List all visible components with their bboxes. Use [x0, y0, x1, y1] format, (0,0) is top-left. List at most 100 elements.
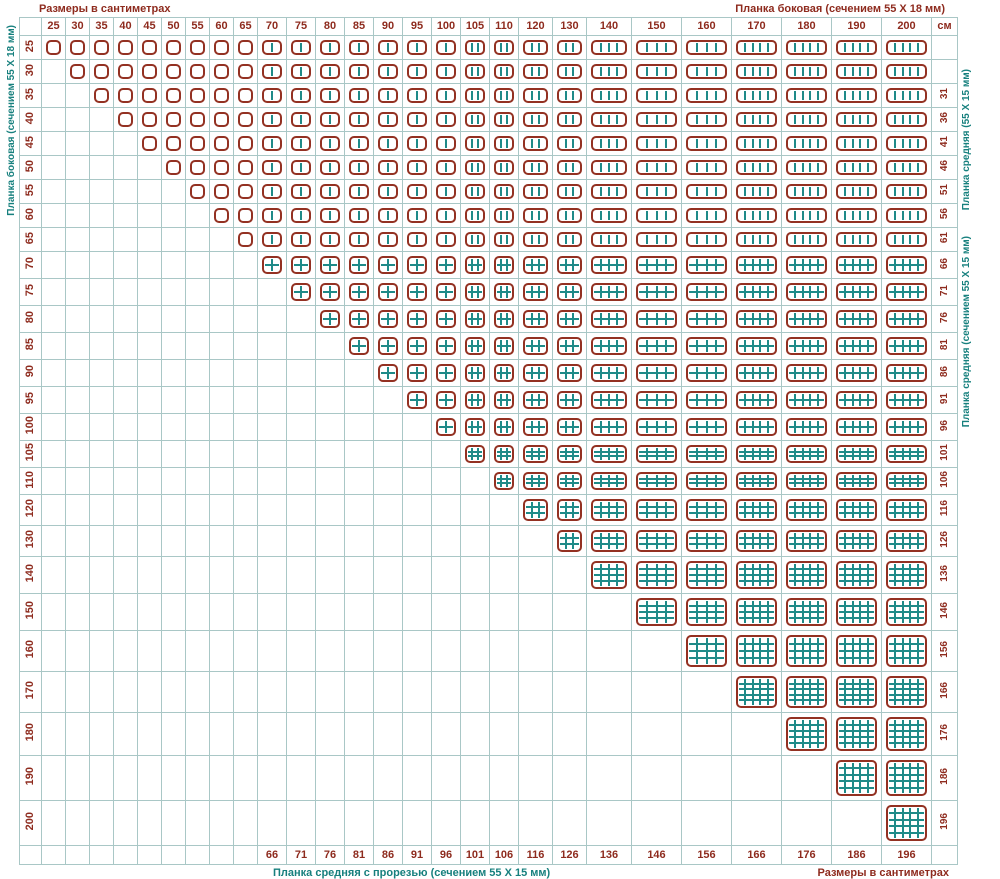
- middle-plank-horizontal-line: [889, 812, 924, 815]
- size-cell: [831, 800, 882, 846]
- middle-plank-vertical-line: [714, 502, 717, 518]
- size-cell: [373, 630, 403, 672]
- size-cell: [286, 712, 316, 756]
- size-cell: [65, 630, 90, 672]
- middle-plank-vertical-line: [600, 448, 602, 460]
- middle-plank-vertical-line: [859, 163, 862, 172]
- lattice-icon: [686, 64, 727, 79]
- middle-plank-vertical-line: [300, 211, 302, 220]
- size-cell: [233, 59, 258, 84]
- size-cell: [781, 131, 832, 156]
- size-cell: [344, 494, 374, 526]
- middle-plank-horizontal-line: [739, 264, 774, 266]
- size-cell: [518, 525, 553, 557]
- middle-plank-vertical-line: [476, 448, 479, 460]
- size-cell: [315, 35, 345, 60]
- middle-plank-vertical-line: [809, 91, 812, 100]
- lattice-icon: [407, 310, 427, 328]
- lattice-icon: [214, 184, 229, 199]
- lattice-icon: [291, 112, 311, 127]
- size-cell: [431, 278, 461, 306]
- lattice-icon: [836, 40, 877, 55]
- middle-plank-vertical-line: [794, 91, 797, 100]
- middle-plank-vertical-line: [909, 720, 912, 748]
- size-cell: [257, 83, 287, 108]
- size-cell: [315, 755, 345, 801]
- middle-plank-vertical-line: [530, 91, 533, 100]
- size-cell: [881, 359, 932, 387]
- size-cell: [161, 556, 186, 594]
- middle-plank-vertical-line: [600, 163, 602, 172]
- column-header: 80: [315, 17, 345, 36]
- size-cell: [344, 155, 374, 180]
- middle-plank-vertical-line: [901, 235, 904, 244]
- middle-plank-vertical-line: [600, 235, 602, 244]
- size-cell: [233, 131, 258, 156]
- size-cell: [881, 155, 932, 180]
- middle-plank-vertical-line: [705, 448, 708, 460]
- right-length-cell: 146: [931, 593, 958, 631]
- size-cell: [209, 755, 234, 801]
- middle-plank-horizontal-line: [889, 568, 924, 570]
- middle-plank-vertical-line: [909, 763, 912, 793]
- middle-plank-horizontal-line: [739, 643, 774, 645]
- size-cell: [681, 712, 732, 756]
- row-header: 45: [19, 131, 42, 156]
- lattice-icon: [94, 64, 109, 79]
- lattice-icon: [494, 445, 514, 463]
- right-length-number: 51: [938, 184, 950, 196]
- middle-plank-vertical-line: [271, 163, 273, 172]
- size-cell: [185, 467, 210, 495]
- middle-plank-vertical-line: [471, 67, 474, 76]
- size-cell: [233, 413, 258, 441]
- size-cell: [489, 386, 519, 414]
- size-cell: [209, 305, 234, 333]
- row-header-number: 100: [24, 416, 36, 435]
- size-cell: [161, 179, 186, 204]
- size-cell: [781, 712, 832, 756]
- lattice-icon: [886, 445, 927, 463]
- size-cell: [209, 712, 234, 756]
- size-cell: [89, 630, 114, 672]
- bottom-length-cell: 101: [460, 845, 490, 865]
- bottom-length-cell: 196: [881, 845, 932, 865]
- size-cell: [41, 203, 66, 228]
- size-cell: [257, 59, 287, 84]
- lattice-icon: [557, 364, 582, 382]
- column-header: 140: [586, 17, 632, 36]
- middle-plank-vertical-line: [851, 187, 854, 196]
- middle-plank-horizontal-line: [839, 399, 874, 401]
- middle-plank-vertical-line: [538, 502, 540, 518]
- column-header: 150: [631, 17, 682, 36]
- lattice-icon: [378, 64, 398, 79]
- size-cell: [185, 494, 210, 526]
- size-cell: [41, 131, 66, 156]
- middle-plank-vertical-line: [538, 115, 540, 124]
- size-cell: [257, 332, 287, 360]
- middle-plank-horizontal-line: [789, 699, 824, 702]
- size-cell: [89, 494, 114, 526]
- lattice-icon: [214, 136, 229, 151]
- row-header-number: 95: [24, 392, 36, 405]
- lattice-icon: [262, 40, 282, 55]
- middle-plank-vertical-line: [705, 475, 708, 487]
- middle-plank-vertical-line: [909, 502, 912, 518]
- middle-plank-vertical-line: [564, 448, 567, 460]
- size-cell: [460, 467, 490, 495]
- size-cell: [373, 755, 403, 801]
- middle-plank-vertical-line: [505, 115, 508, 124]
- middle-plank-vertical-line: [616, 211, 618, 220]
- lattice-icon: [166, 64, 181, 79]
- size-cell: [402, 386, 432, 414]
- middle-plank-vertical-line: [916, 808, 919, 838]
- size-cell: [89, 413, 114, 441]
- middle-plank-vertical-line: [705, 115, 708, 124]
- middle-plank-vertical-line: [759, 679, 762, 705]
- middle-plank-vertical-line: [859, 533, 862, 549]
- size-cell: [373, 203, 403, 228]
- middle-plank-vertical-line: [859, 187, 862, 196]
- size-cell: [586, 83, 632, 108]
- middle-plank-horizontal-line: [789, 688, 824, 691]
- lattice-icon: [591, 160, 627, 175]
- middle-plank-vertical-line: [909, 67, 912, 76]
